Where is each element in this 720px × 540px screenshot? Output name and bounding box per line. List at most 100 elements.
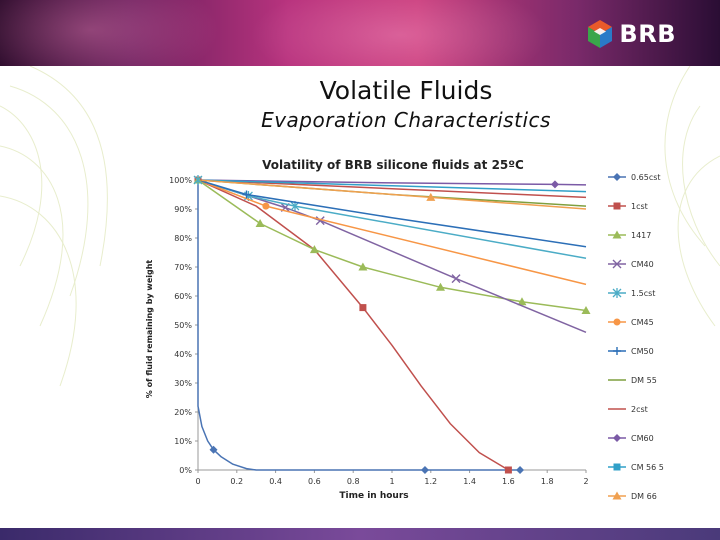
- data-point-marker: [358, 262, 368, 271]
- x-tick-label: 0.8: [347, 477, 360, 486]
- legend-label: CM60: [631, 434, 654, 443]
- chart-title: Volatility of BRB silicone fluids at 25º…: [262, 158, 524, 172]
- series-line: [197, 179, 587, 312]
- legend-marker: [613, 202, 621, 210]
- series-cm45: [197, 179, 587, 286]
- y-tick-label: 70%: [174, 263, 192, 272]
- legend-label: DM 66: [631, 492, 657, 501]
- y-axis-label: % of fluid remaining by weight: [145, 260, 154, 399]
- series-layer: [193, 175, 591, 474]
- y-tick-label: 60%: [174, 292, 192, 301]
- legend-item: CM 56 5: [608, 463, 664, 472]
- series-cm-56-5: [197, 179, 587, 193]
- legend-marker: [613, 318, 621, 326]
- legend-label: 0.65cst: [631, 173, 661, 182]
- series-1cst: [197, 179, 512, 474]
- y-tick-label: 90%: [174, 205, 192, 214]
- legend-label: 2cst: [631, 405, 648, 414]
- legend-item: 2cst: [608, 405, 648, 414]
- x-axis-ticks: 0 0.2 0.4 0.6 0.8 1 1.2 1.4 1.6 1.8 2: [195, 470, 589, 486]
- slide-title: Volatile Fluids: [319, 76, 493, 105]
- logo-text: BRB: [619, 20, 676, 48]
- header-banner: BRB: [0, 0, 720, 66]
- x-tick-label: 1: [389, 477, 394, 486]
- legend-marker: [612, 259, 622, 269]
- legend-item: 1417: [608, 230, 651, 240]
- legend-item: CM45: [608, 318, 654, 327]
- legend-marker: [612, 230, 622, 239]
- legend-item: DM 66: [608, 491, 657, 501]
- data-point-marker: [517, 297, 527, 306]
- x-tick-label: 1.8: [541, 477, 554, 486]
- x-axis-label: Time in hours: [339, 491, 408, 501]
- legend-item: CM50: [608, 347, 654, 356]
- legend-label: 1cst: [631, 202, 648, 211]
- legend-item: 1cst: [608, 202, 648, 211]
- volatility-chart: Volatility of BRB silicone fluids at 25º…: [145, 158, 664, 501]
- series-line: [197, 179, 587, 186]
- x-tick-label: 0: [195, 477, 200, 486]
- y-axis-ticks: 0% 10% 20% 30% 40% 50% 60% 70% 80% 90% 100%: [169, 176, 198, 475]
- y-tick-label: 100%: [169, 176, 192, 185]
- series-1-5cst: [197, 179, 587, 260]
- data-point-marker: [550, 180, 559, 189]
- start-markers: [193, 175, 203, 185]
- background-decoration: [0, 66, 720, 387]
- series-line: [197, 179, 587, 193]
- legend-label: CM40: [631, 260, 654, 269]
- legend-marker: [613, 434, 621, 442]
- x-tick-label: 1.2: [424, 477, 437, 486]
- legend-item: 1.5cst: [608, 288, 655, 298]
- legend-label: CM45: [631, 318, 654, 327]
- brb-cube-icon: [588, 20, 613, 48]
- footer-bar: [0, 528, 720, 540]
- data-point-marker: [451, 274, 461, 284]
- x-tick-label: 0.4: [269, 477, 282, 486]
- data-point-marker: [242, 190, 251, 199]
- data-point-marker: [420, 466, 429, 474]
- series-line: [197, 179, 587, 248]
- data-point-marker: [516, 466, 525, 474]
- data-point-marker: [262, 202, 270, 210]
- legend-marker: [612, 491, 622, 500]
- data-point-marker: [315, 216, 325, 226]
- series-line: [197, 180, 520, 471]
- series-2cst: [197, 179, 587, 199]
- data-point-marker: [309, 245, 319, 254]
- y-tick-label: 20%: [174, 408, 192, 417]
- legend-label: CM 56 5: [631, 463, 664, 472]
- data-point-marker: [209, 445, 218, 454]
- series-0-65cst: [197, 180, 525, 474]
- y-tick-label: 50%: [174, 321, 192, 330]
- legend-label: 1417: [631, 231, 651, 240]
- chart-legend: 0.65cst 1cst 1417 CM40 1.5cst CM45 CM50 DM 55 2c…: [608, 173, 664, 501]
- series-cm50: [197, 179, 587, 248]
- series-line: [197, 179, 587, 260]
- series-line: [197, 179, 587, 199]
- y-tick-label: 40%: [174, 350, 192, 359]
- data-point-marker: [255, 219, 265, 227]
- brb-logo: BRB: [587, 18, 676, 50]
- legend-item: CM40: [608, 259, 654, 269]
- legend-label: DM 55: [631, 376, 657, 385]
- legend-label: 1.5cst: [631, 289, 655, 298]
- x-tick-label: 0.6: [308, 477, 321, 486]
- y-tick-label: 30%: [174, 379, 192, 388]
- legend-marker: [613, 347, 621, 355]
- legend-marker: [613, 173, 621, 181]
- data-point-marker: [436, 282, 445, 291]
- series-line: [197, 179, 509, 471]
- series-dm-66: [197, 179, 587, 210]
- legend-marker: [613, 463, 621, 471]
- data-point-marker: [504, 466, 512, 474]
- x-tick-label: 2: [583, 477, 588, 486]
- data-point-marker: [426, 192, 436, 201]
- y-tick-label: 0%: [179, 466, 192, 475]
- x-tick-label: 1.4: [463, 477, 476, 486]
- data-point-marker: [581, 306, 591, 314]
- slide-subtitle: Evaporation Characteristics: [261, 108, 551, 132]
- y-tick-label: 80%: [174, 234, 192, 243]
- legend-item: 0.65cst: [608, 173, 661, 182]
- legend-marker: [612, 288, 622, 298]
- legend-item: CM60: [608, 434, 654, 443]
